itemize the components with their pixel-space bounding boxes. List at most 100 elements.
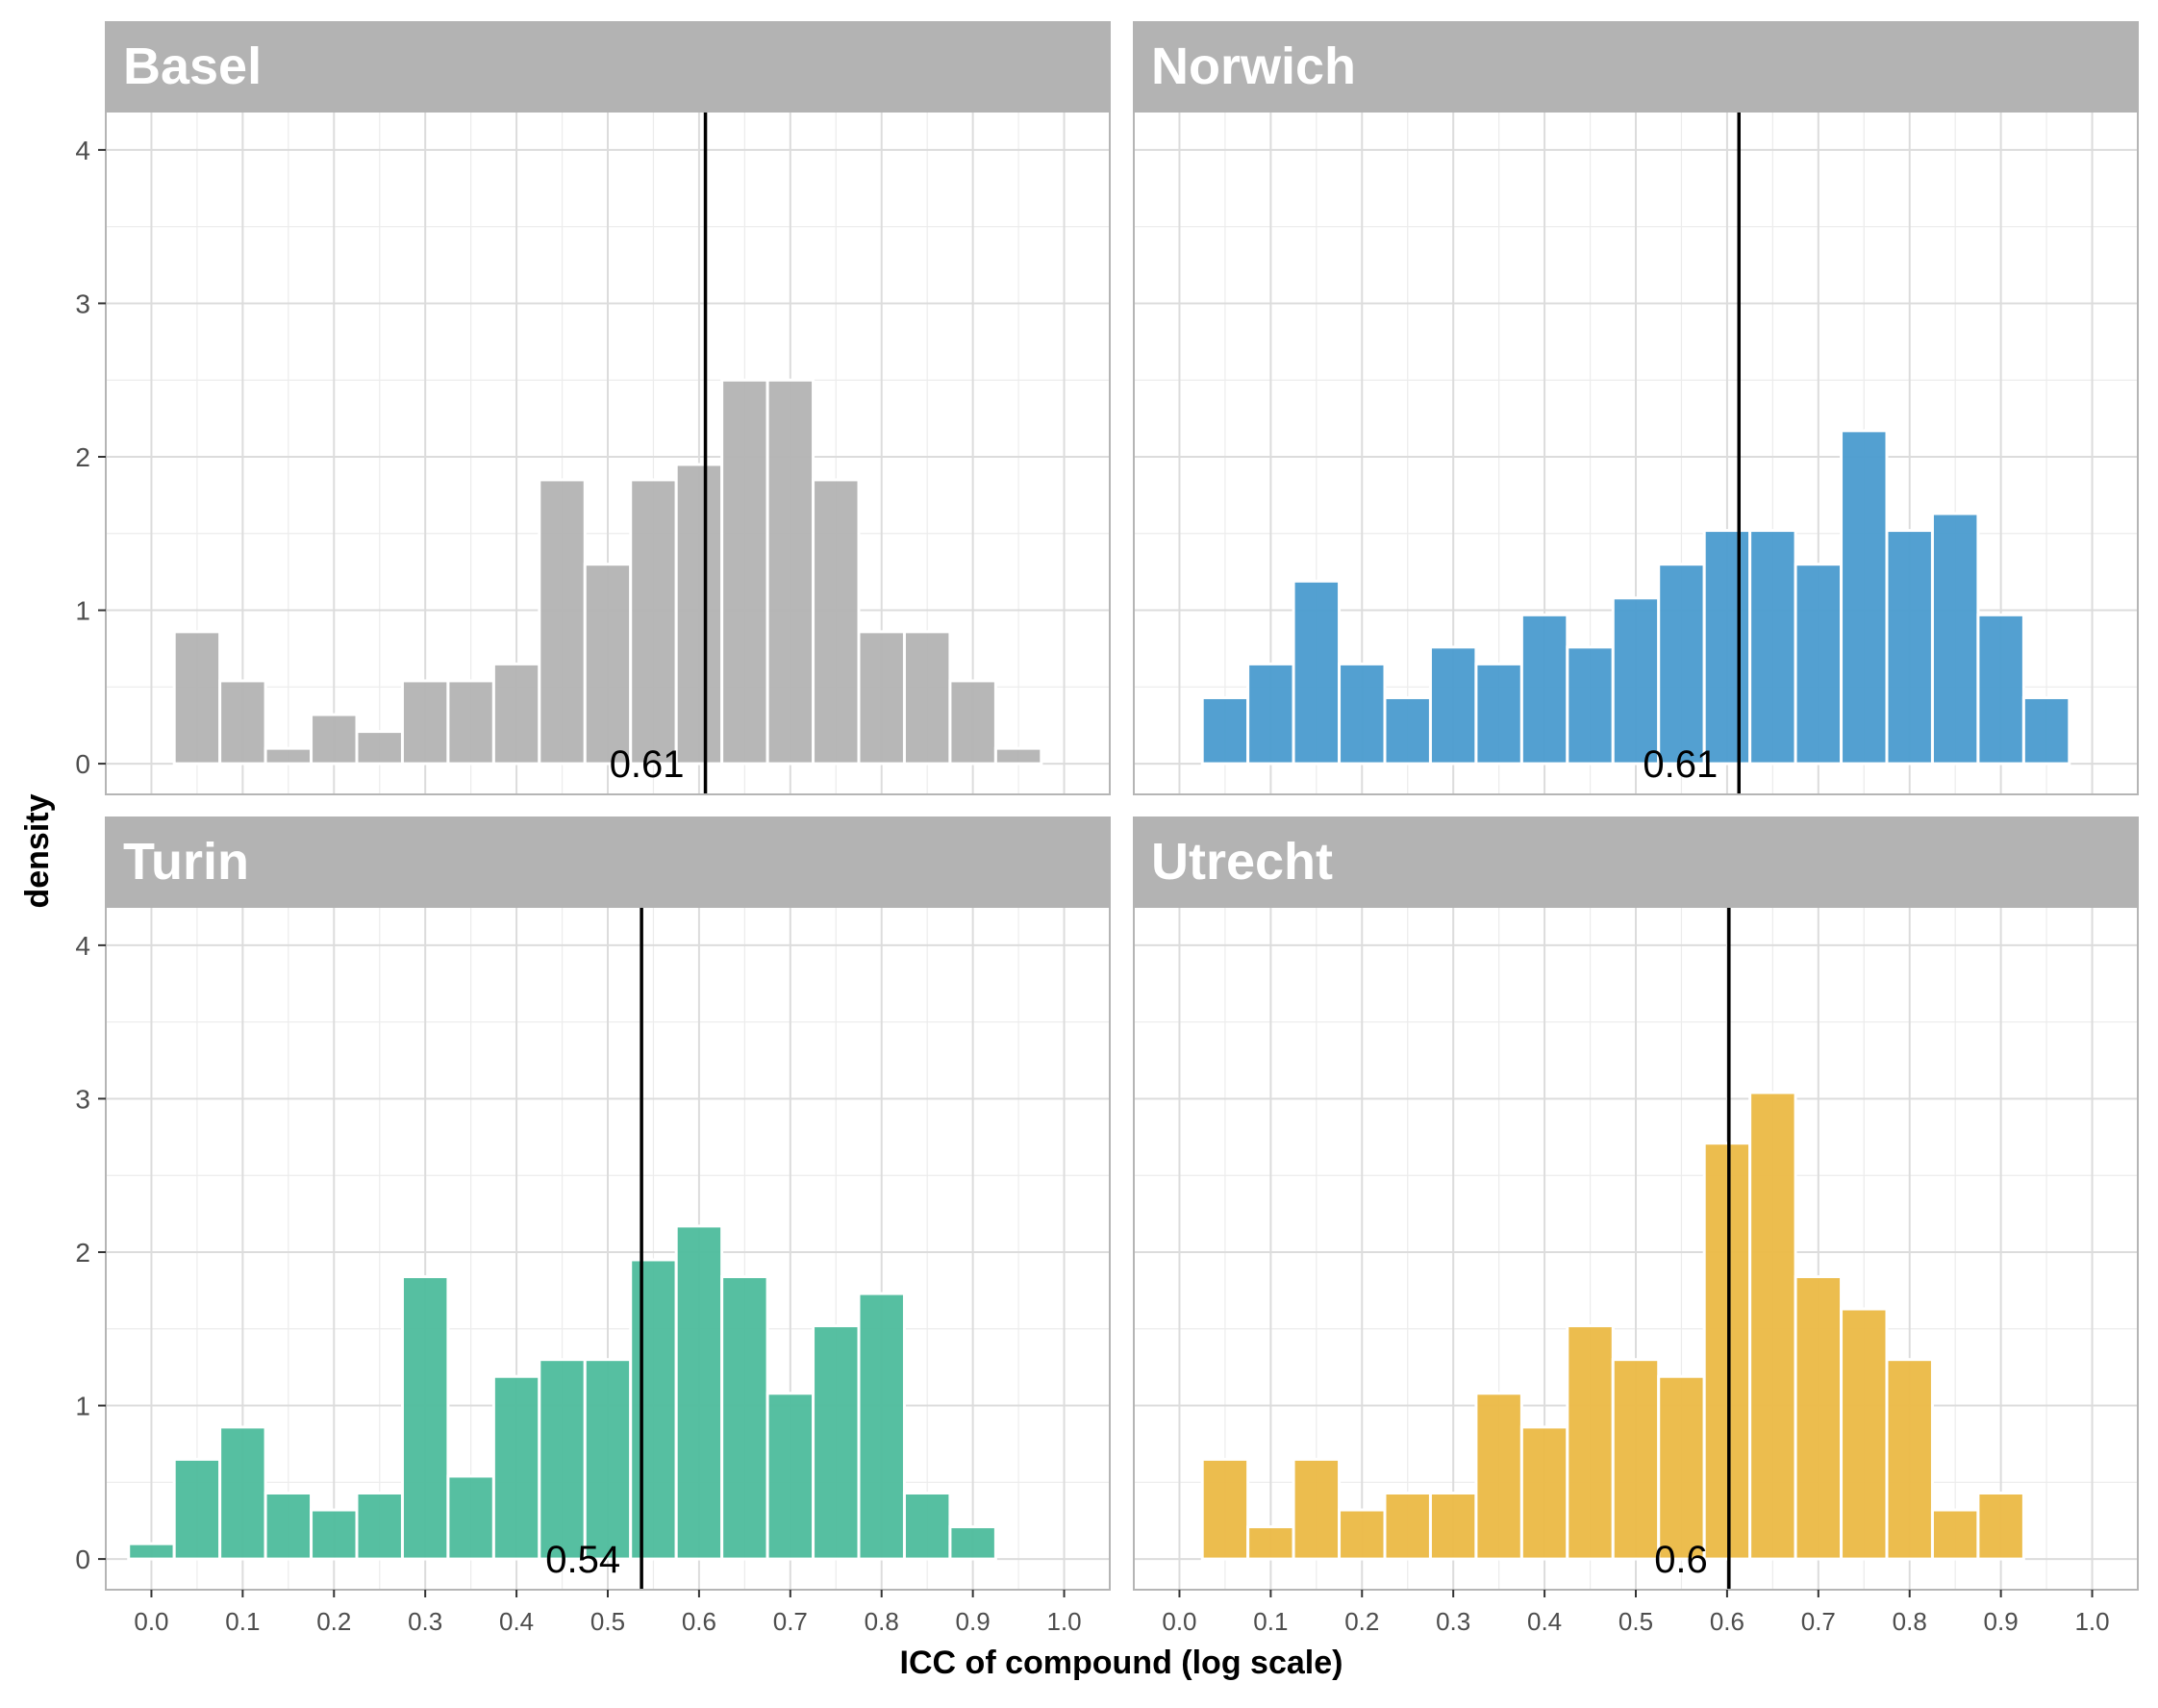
x-tick-label: 0.2 <box>316 1607 351 1636</box>
histogram-bar <box>948 1525 997 1561</box>
histogram-bar <box>446 1474 495 1561</box>
facet-strip-label: Basel <box>123 38 262 95</box>
x-tick-label: 0.6 <box>682 1607 716 1636</box>
histogram-bar <box>1383 695 1432 766</box>
histogram-bar <box>310 713 359 766</box>
histogram-bar <box>857 630 906 766</box>
median-label: 0.61 <box>610 743 685 786</box>
histogram-bar <box>1611 596 1661 766</box>
x-tick-label: 0.8 <box>1893 1607 1927 1636</box>
histogram-bar <box>1200 1457 1250 1561</box>
facet-strip <box>1133 816 2139 908</box>
histogram-bar <box>765 1392 816 1561</box>
histogram-bar <box>674 463 724 766</box>
x-tick-label: 0.5 <box>1618 1607 1653 1636</box>
histogram-bar <box>1292 1457 1342 1561</box>
x-axis-title: ICC of compound (log scale) <box>900 1645 1343 1681</box>
facet-strip <box>105 816 1111 908</box>
x-tick-label: 0.3 <box>1436 1607 1470 1636</box>
histogram-bar <box>1794 563 1844 766</box>
histogram-bar <box>1519 1425 1569 1561</box>
x-tick-label: 0.2 <box>1344 1607 1379 1636</box>
histogram-bar <box>720 378 769 766</box>
histogram-bar <box>1885 529 1934 766</box>
y-tick-label: 3 <box>75 289 90 318</box>
histogram-bar <box>812 1324 861 1561</box>
histogram-bar <box>857 1292 906 1561</box>
x-tick-label: 1.0 <box>2074 1607 2109 1636</box>
panel-basel: 0.61 Basel 0 1 2 3 4 <box>75 21 1111 795</box>
histogram-bar <box>218 1425 267 1561</box>
histogram-bar <box>720 1275 769 1561</box>
histogram-bar <box>1976 1491 2025 1561</box>
histogram-bar <box>1930 512 1980 766</box>
median-label: 0.61 <box>1643 743 1718 786</box>
x-tick-label: 0.0 <box>134 1607 168 1636</box>
y-tick-label: 2 <box>75 1238 90 1268</box>
histogram-bar <box>1428 645 1478 766</box>
histogram-bar <box>1246 662 1295 766</box>
histogram-bar <box>1702 1142 1752 1561</box>
x-tick-label: 0.8 <box>865 1607 899 1636</box>
x-tick-label: 0.1 <box>1253 1607 1288 1636</box>
histogram-bar <box>1840 429 1889 766</box>
histogram-bar <box>355 730 404 766</box>
x-tick-label: 0.3 <box>408 1607 442 1636</box>
histogram-bar <box>1840 1307 1889 1561</box>
histogram-bar <box>400 679 450 766</box>
y-tick-label: 0 <box>75 1545 90 1574</box>
x-tick-label: 0.0 <box>1162 1607 1196 1636</box>
facet-strip-label: Norwich <box>1151 38 1356 95</box>
median-label: 0.6 <box>1654 1539 1708 1581</box>
x-tick-label: 0.7 <box>1801 1607 1836 1636</box>
y-tick-label: 3 <box>75 1084 90 1114</box>
histogram-bar <box>1292 579 1342 766</box>
facet-strip <box>105 21 1111 113</box>
histogram-bar <box>629 478 678 766</box>
x-tick-label: 0.9 <box>956 1607 991 1636</box>
histogram-bar <box>1200 695 1250 766</box>
histogram-bar <box>127 1542 176 1561</box>
histogram-bar <box>491 662 541 766</box>
histogram-bar <box>1885 1358 1934 1561</box>
histogram-bar <box>2021 695 2071 766</box>
y-tick-label: 4 <box>75 931 90 961</box>
facet-strip-label: Utrecht <box>1151 833 1333 891</box>
histogram-bar <box>172 630 222 766</box>
histogram-bar <box>1794 1275 1844 1561</box>
panel-turin: 0.54 Turin 0 1 2 3 4 0.0 0.1 0.2 0.3 0.4 0.5 0.6 0.7 0.… <box>75 816 1111 1636</box>
histogram-bar <box>1930 1508 1980 1561</box>
y-axis-title: density <box>19 793 56 908</box>
histogram-bar <box>902 630 952 766</box>
histogram-bar <box>1657 563 1706 766</box>
median-label: 0.54 <box>545 1539 620 1581</box>
histogram-bar <box>1748 1091 1797 1561</box>
x-tick-label: 0.4 <box>1527 1607 1562 1636</box>
histogram-bar <box>583 563 633 766</box>
y-tick-label: 2 <box>75 442 90 472</box>
histogram-bar <box>948 679 997 766</box>
histogram-bar <box>400 1275 450 1561</box>
histogram-bar <box>812 478 861 766</box>
histogram-bar <box>355 1491 404 1561</box>
x-tick-label: 1.0 <box>1046 1607 1081 1636</box>
histogram-bar <box>1976 613 2025 766</box>
histogram-bar <box>263 1491 314 1561</box>
x-tick-label: 0.6 <box>1710 1607 1744 1636</box>
histogram-bar <box>1702 529 1752 766</box>
y-tick-label: 1 <box>75 596 90 626</box>
histogram-bar <box>674 1224 724 1561</box>
histogram-bar <box>1428 1491 1478 1561</box>
facet-strip <box>1133 21 2139 113</box>
histogram-bar <box>765 378 816 766</box>
histogram-bar <box>491 1374 541 1561</box>
histogram-bar <box>1566 645 1615 766</box>
histogram-bar <box>993 746 1043 766</box>
histogram-bar <box>218 679 267 766</box>
histogram-bar <box>1611 1358 1661 1561</box>
y-tick-label: 0 <box>75 749 90 779</box>
histogram-bar <box>1474 662 1523 766</box>
panel-norwich: 0.61 Norwich <box>1133 21 2139 795</box>
